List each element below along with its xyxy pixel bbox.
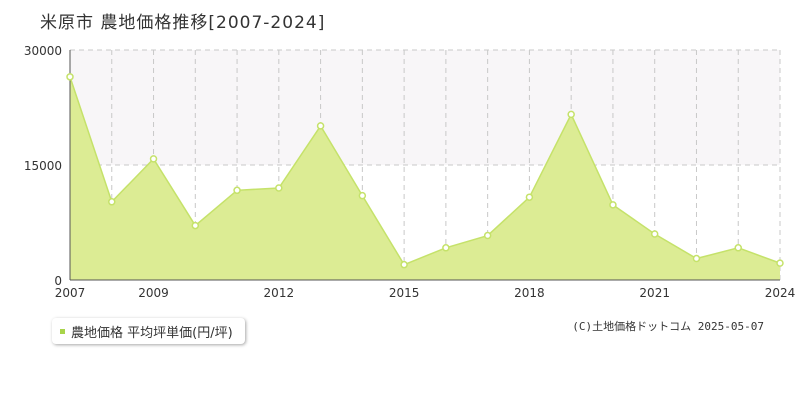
- x-tick-label: 2018: [514, 286, 545, 300]
- x-tick-label: 2021: [639, 286, 670, 300]
- data-point: [567, 110, 575, 119]
- data-point: [692, 254, 701, 263]
- data-point: [734, 244, 742, 252]
- upper-band: [70, 50, 780, 165]
- series-line: [69, 76, 781, 266]
- legend: 農地価格 平均坪単価(円/坪): [52, 318, 245, 344]
- data-point: [316, 122, 325, 130]
- x-tick-labels: 2007 2009 2012 2015 2018 2021 2024: [55, 286, 796, 300]
- data-point: [191, 221, 200, 230]
- data-point: [149, 155, 158, 163]
- data-point: [609, 201, 617, 209]
- data-point: [776, 259, 784, 267]
- data-point: [358, 191, 367, 200]
- data-point: [108, 198, 116, 206]
- y-tick-label: 15000: [24, 159, 62, 173]
- data-point: [525, 193, 534, 201]
- data-point: [650, 230, 659, 238]
- y-tick-labels: 0 15000 30000: [24, 44, 62, 288]
- x-tick-label: 2009: [138, 286, 169, 300]
- x-tick-label: 2015: [389, 286, 420, 300]
- data-point: [275, 184, 283, 192]
- chart-area: 0 15000 30000 2007 2009 2012 2015 2018 2021 2024: [24, 44, 796, 300]
- y-tick-label: 0: [54, 274, 62, 288]
- data-point: [442, 244, 450, 252]
- chart-title: 米原市 農地価格推移[2007-2024]: [40, 13, 326, 33]
- legend-label: 農地価格 平均坪単価(円/坪): [71, 325, 233, 341]
- data-point: [400, 260, 408, 269]
- x-tick-label: 2024: [765, 286, 796, 300]
- data-point: [483, 231, 492, 240]
- data-point: [66, 73, 74, 81]
- x-tick-label: 2012: [264, 286, 295, 300]
- y-tick-label: 30000: [24, 44, 62, 58]
- data-point: [233, 186, 241, 195]
- copyright-note: (C)土地価格ドットコム 2025-05-07: [572, 320, 764, 333]
- legend-swatch: [60, 328, 65, 334]
- x-tick-label: 2007: [55, 286, 86, 300]
- series-area: [70, 76, 780, 280]
- data-points: [66, 73, 784, 269]
